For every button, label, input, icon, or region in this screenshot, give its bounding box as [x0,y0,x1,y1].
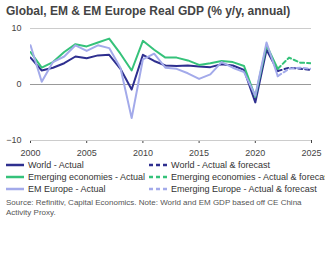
svg-text:0: 0 [16,79,21,89]
svg-text:2015: 2015 [189,148,209,158]
html-text:World - Actual & forecast: World - Actual & forecast [171,160,270,170]
svg-text:−10: −10 [6,135,21,145]
html-text:Emerging Europe - Actual & for: Emerging Europe - Actual & forecast [171,184,317,194]
svg-text:2010: 2010 [133,148,153,158]
svg-text:2000: 2000 [20,148,40,158]
svg-text:2020: 2020 [245,148,265,158]
html-text:Emerging economies - Actual: Emerging economies - Actual [28,172,146,182]
svg-text:10: 10 [11,23,21,33]
html-text:EM Europe - Actual: EM Europe - Actual [28,184,106,194]
html-text:World - Actual: World - Actual [28,160,84,170]
html-text:Global, EM & EM Europe Real GD: Global, EM & EM Europe Real GDP (% y/y, … [6,4,291,18]
svg-text:2025: 2025 [301,148,321,158]
html-text:Source: Refinitiv, Capital Eco: Source: Refinitiv, Capital Economics. No… [6,198,302,217]
svg-text:2005: 2005 [77,148,97,158]
